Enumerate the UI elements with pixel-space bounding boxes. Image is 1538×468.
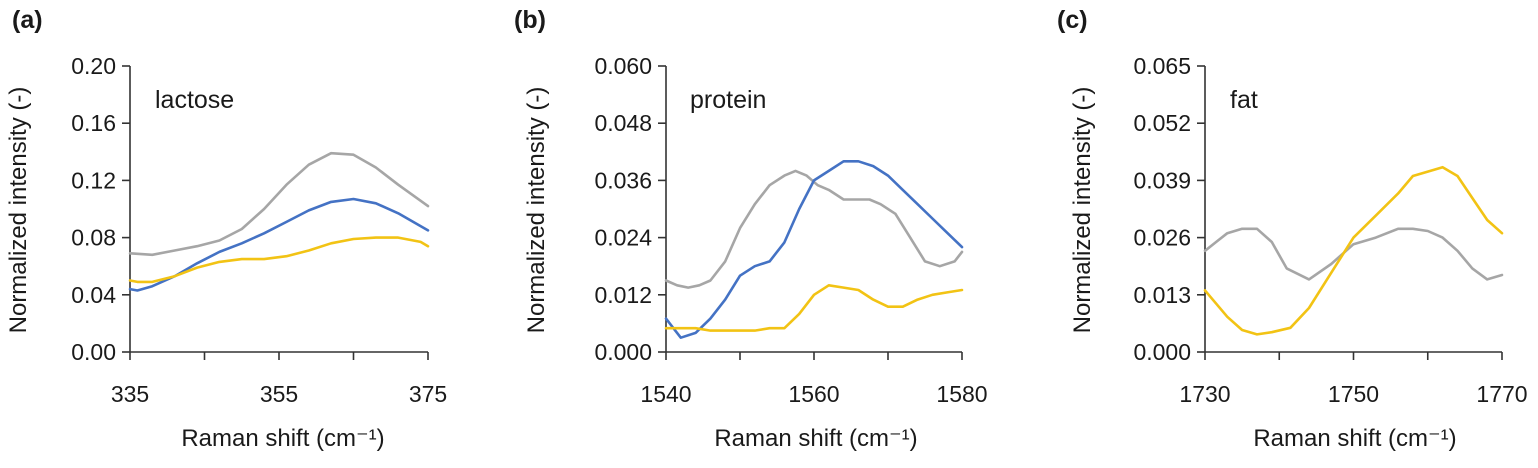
x-tick-label: 335	[111, 381, 149, 407]
y-tick-label: 0.039	[1133, 167, 1191, 193]
x-axis-title: Raman shift (cm⁻¹)	[181, 425, 384, 452]
series-line-0	[664, 169, 964, 289]
x-tick-label: 1730	[1179, 381, 1230, 407]
y-tick-label: 0.04	[71, 282, 116, 308]
y-tick-label: 0.000	[594, 339, 652, 365]
inset-label: lactose	[155, 86, 234, 114]
y-axis-title: Normalized intensity (-)	[523, 87, 550, 334]
inset-label: protein	[690, 86, 766, 114]
y-tick-label: 0.20	[71, 53, 116, 79]
x-tick-label: 1750	[1328, 381, 1379, 407]
y-axis-title: Normalized intensity (-)	[5, 87, 32, 334]
y-tick-label: 0.00	[71, 339, 116, 365]
x-tick-label: 1560	[788, 381, 839, 407]
series-line-0	[128, 151, 430, 257]
y-tick-label: 0.013	[1133, 282, 1191, 308]
y-tick-label: 0.16	[71, 110, 116, 136]
panel-fat: (c) fat Raman shift (cm⁻¹) Normalized in…	[1057, 6, 1528, 452]
series-line-2	[664, 283, 964, 332]
x-tick-label: 1540	[640, 381, 691, 407]
x-tick-label: 375	[409, 381, 447, 407]
y-tick-label: 0.08	[71, 225, 116, 251]
series-line-1	[664, 160, 964, 340]
x-axis-title: Raman shift (cm⁻¹)	[1253, 425, 1456, 452]
y-axis-title: Normalized intensity (-)	[1069, 87, 1096, 334]
y-tick-label: 0.048	[594, 110, 652, 136]
inset-label: fat	[1230, 86, 1258, 114]
panel-label: (a)	[12, 6, 43, 34]
panel-lactose: (a) lactose Raman shift (cm⁻¹) Normalize…	[5, 6, 447, 452]
panel-protein: (b) protein Raman shift (cm⁻¹) Normalize…	[514, 6, 988, 452]
y-tick-label: 0.052	[1133, 110, 1191, 136]
series-line-0	[1203, 227, 1504, 281]
panel-label: (c)	[1057, 6, 1088, 34]
panel-label: (b)	[514, 6, 546, 34]
y-tick-label: 0.065	[1133, 53, 1191, 79]
series-line-1	[1203, 165, 1504, 336]
x-tick-label: 1580	[936, 381, 987, 407]
y-tick-label: 0.026	[1133, 225, 1191, 251]
series-line-1	[128, 197, 430, 292]
y-tick-label: 0.060	[594, 53, 652, 79]
x-axis-title: Raman shift (cm⁻¹)	[714, 425, 917, 452]
x-tick-label: 1770	[1476, 381, 1527, 407]
y-tick-label: 0.012	[594, 282, 652, 308]
y-tick-label: 0.036	[594, 167, 652, 193]
y-tick-label: 0.000	[1133, 339, 1191, 365]
x-tick-label: 355	[260, 381, 298, 407]
series-line-2	[128, 236, 430, 284]
y-tick-label: 0.12	[71, 167, 116, 193]
y-tick-label: 0.024	[594, 225, 652, 251]
